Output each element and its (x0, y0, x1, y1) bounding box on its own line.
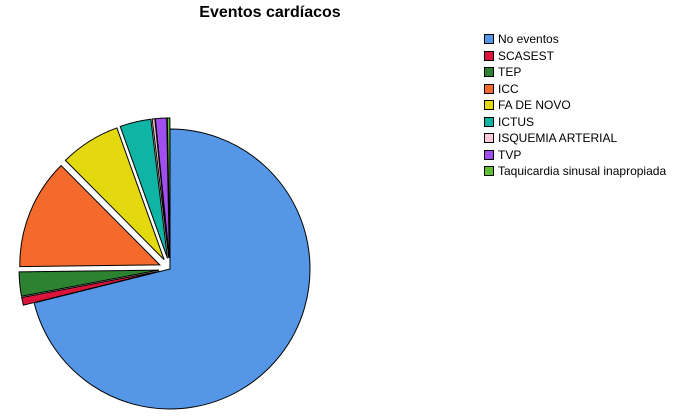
pie-slice-7 (154, 117, 170, 259)
legend-item: FA DE NOVO (484, 97, 666, 114)
legend-swatch (484, 116, 494, 127)
legend-swatch (484, 166, 494, 177)
legend-swatch (484, 67, 494, 78)
legend-item: ICC (484, 81, 666, 98)
legend-swatch (484, 100, 494, 111)
legend-label: ICTUS (498, 114, 534, 129)
legend-item: ICTUS (484, 114, 666, 131)
legend: No eventos SCASEST TEP ICC FA DE NOVO ICTUS IS… (484, 31, 666, 180)
legend-label: TVP (498, 147, 522, 162)
legend-label: SCASEST (498, 48, 555, 63)
legend-item: TVP (484, 147, 666, 164)
legend-label: TEP (498, 65, 522, 80)
pie-slice-2 (18, 269, 160, 297)
legend-swatch (484, 133, 494, 144)
legend-item: Taquicardia sinusal inapropiada (484, 163, 666, 180)
legend-item: ISQUEMIA ARTERIAL (484, 130, 666, 147)
pie-slice-4 (64, 127, 165, 261)
legend-swatch (484, 50, 494, 61)
legend-swatch (484, 149, 494, 160)
legend-swatch (484, 83, 494, 94)
pie-slice-1 (21, 270, 160, 306)
pie-slice-8 (166, 117, 171, 259)
pie-slice-6 (151, 118, 170, 259)
pie-slice-5 (119, 118, 168, 259)
legend-label: No eventos (498, 32, 559, 47)
legend-label: Taquicardia sinusal inapropiada (498, 164, 667, 179)
chart-title: Eventos cardíacos (199, 4, 341, 21)
legend-label: ISQUEMIA ARTERIAL (498, 131, 618, 146)
legend-item: No eventos (484, 31, 666, 48)
pie-slice-3 (19, 164, 162, 268)
legend-item: TEP (484, 64, 666, 81)
legend-label: ICC (498, 81, 519, 96)
legend-swatch (484, 34, 494, 45)
legend-label: FA DE NOVO (498, 98, 571, 113)
legend-item: SCASEST (484, 48, 666, 65)
pie-slice-0 (33, 128, 311, 410)
